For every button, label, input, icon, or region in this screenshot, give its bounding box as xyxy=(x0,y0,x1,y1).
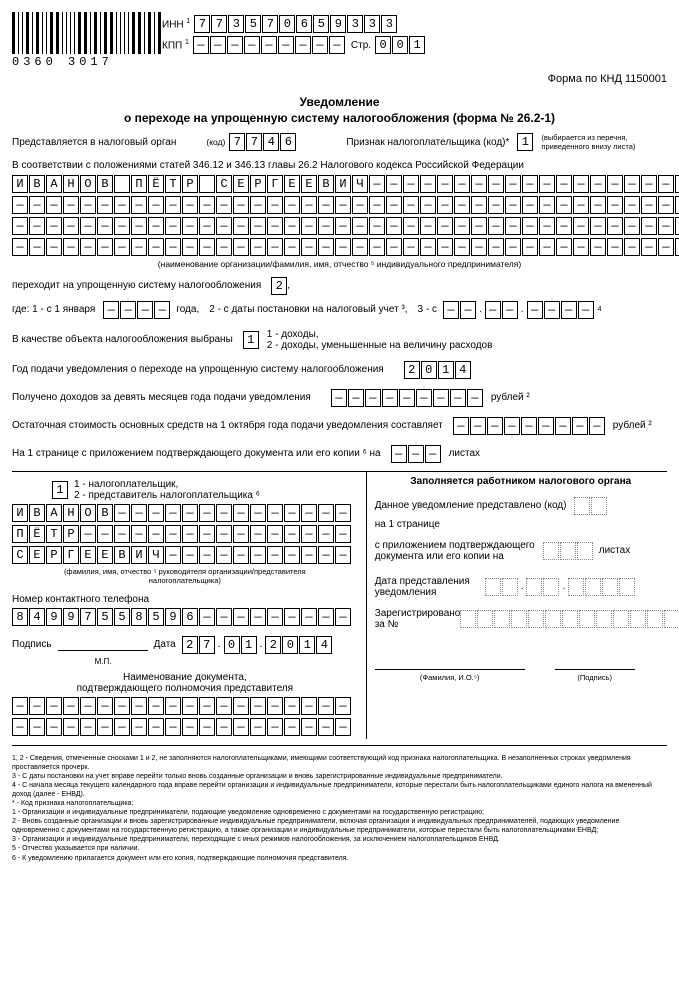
income-unit: рублей ² xyxy=(491,392,530,403)
footnotes: 1, 2 - Сведения, отмеченные сносками 1 и… xyxy=(12,754,667,863)
who-value: 1 xyxy=(52,481,68,499)
inspector-title: Заполняется работником налогового органа xyxy=(375,476,667,487)
applicant-section: 1 1 - налогоплательщик, 2 - представител… xyxy=(12,472,366,739)
barcode: 0360 3017 xyxy=(12,12,162,69)
kpp-cells: ————————— xyxy=(193,36,345,54)
attach-post: листах xyxy=(599,545,630,556)
mp-label: М.П. xyxy=(58,657,148,666)
switch-label: переходит на упрощенную систему налогооб… xyxy=(12,280,261,291)
barcode-number: 0360 3017 xyxy=(12,55,162,69)
where-sup: 4 xyxy=(598,306,602,313)
switch-comma: , xyxy=(287,280,290,291)
code-label: (код) xyxy=(206,137,225,147)
tax-office-label: Представляется в налоговый орган xyxy=(12,137,176,148)
kpp-label: КПП 1 xyxy=(162,39,189,51)
insp-date-y xyxy=(568,578,635,596)
taxpayer-sign-label: Признак налогоплательщика (код)* xyxy=(346,137,509,148)
org-name-rows: ИВАНОВПЁТРСЕРГЕЕВИЧ—————————————————————… xyxy=(12,175,667,256)
inn-cells: 773570659333 xyxy=(194,15,397,33)
where-opt3: 3 - с xyxy=(418,304,437,315)
residual-cells: ————————— xyxy=(453,417,605,435)
pages-cells: ——— xyxy=(391,445,441,463)
date-day: 27 xyxy=(182,636,215,654)
doc-rows: ———————————————————————————————————————— xyxy=(12,697,358,736)
where-year-label: года, xyxy=(176,304,199,315)
phone-label: Номер контактного телефона xyxy=(12,594,358,605)
object-hint: 1 - доходы, 2 - доходы, уменьшенные на в… xyxy=(267,329,493,351)
presented-label: Данное уведомление представлено (код) xyxy=(375,500,567,511)
where-year-cells: ———— xyxy=(103,301,170,319)
attach-cells xyxy=(543,542,593,560)
taxpayer-sign-cell: 1 xyxy=(517,133,533,151)
reg-label: Зарегистрировано за № xyxy=(375,608,461,630)
attach-label: с приложением подтверждающего документа … xyxy=(375,540,535,562)
switch-value: 2 xyxy=(271,277,287,295)
insp-fio-label: (Фамилия, И.О.⁵) xyxy=(375,673,525,682)
object-label: В качестве объекта налогообложения выбра… xyxy=(12,334,233,345)
insp-sign-label: (Подпись) xyxy=(555,673,635,682)
sign-label: Подпись xyxy=(12,639,52,650)
subtitle: о переходе на упрощенную систему налогоо… xyxy=(12,111,667,125)
title: Уведомление xyxy=(12,95,667,109)
doc-title: Наименование документа, подтверждающего … xyxy=(12,672,358,694)
signature-line xyxy=(58,639,148,651)
where-opt2: 2 - с даты постановки на налоговый учет … xyxy=(209,304,407,315)
residual-unit: рублей ² xyxy=(613,420,652,431)
date-year: 2014 xyxy=(265,636,332,654)
insp-date-d xyxy=(485,578,518,596)
section-split: 1 1 - налогоплательщик, 2 - представител… xyxy=(12,471,667,739)
income-label: Получено доходов за девять месяцев года … xyxy=(12,392,311,403)
date-label: Дата xyxy=(154,639,176,650)
pages-label-pre: На 1 странице с приложением подтверждающ… xyxy=(12,448,381,459)
presented-cells xyxy=(574,497,607,515)
insp-date-m xyxy=(526,578,559,596)
divider xyxy=(12,745,667,746)
inspector-section: Заполняется работником налогового органа… xyxy=(366,472,667,739)
residual-label: Остаточная стоимость основных средств на… xyxy=(12,420,443,431)
insp-fio-line xyxy=(375,658,525,670)
insp-date-label: Дата представления уведомления xyxy=(375,576,485,598)
header: 0360 3017 ИНН 1 773570659333 КПП 1 —————… xyxy=(12,12,667,69)
reg-cells xyxy=(460,610,679,628)
pages-label-post: листах xyxy=(449,448,480,459)
object-value: 1 xyxy=(243,331,259,349)
statute-text: В соответствии с положениями статей 346.… xyxy=(12,160,667,171)
year-notice-cells: 2014 xyxy=(404,361,471,379)
where-year4: ———— xyxy=(527,301,594,319)
income-cells: ————————— xyxy=(331,389,483,407)
where-day: —— xyxy=(443,301,476,319)
applicant-caption: (фамилия, имя, отчество ⁵ руководителя о… xyxy=(12,567,358,586)
knd-code: Форма по КНД 1150001 xyxy=(12,73,667,85)
page-cells: 001 xyxy=(375,36,425,54)
inn-label: ИНН 1 xyxy=(162,18,190,30)
on-pages: на 1 странице xyxy=(375,519,667,530)
where-prefix: где: 1 - с 1 января xyxy=(12,304,95,315)
page-label: Стр. xyxy=(351,40,371,51)
year-notice-label: Год подачи уведомления о переходе на упр… xyxy=(12,364,384,375)
phone-cells: 84997558596————————— xyxy=(12,608,351,626)
taxpayer-sign-hint: (выбирается из перечня, приведенного вни… xyxy=(541,133,635,152)
where-month: —— xyxy=(485,301,518,319)
insp-sign-line xyxy=(555,658,635,670)
who-hint: 1 - налогоплательщик, 2 - представитель … xyxy=(74,479,260,501)
org-name-caption: (наименование организации/фамилия, имя, … xyxy=(12,259,667,269)
tax-office-cells: 7746 xyxy=(229,133,296,151)
date-month: 01 xyxy=(224,636,257,654)
applicant-name-rows: ИВАНОВ——————————————ПЁТР————————————————… xyxy=(12,504,358,564)
